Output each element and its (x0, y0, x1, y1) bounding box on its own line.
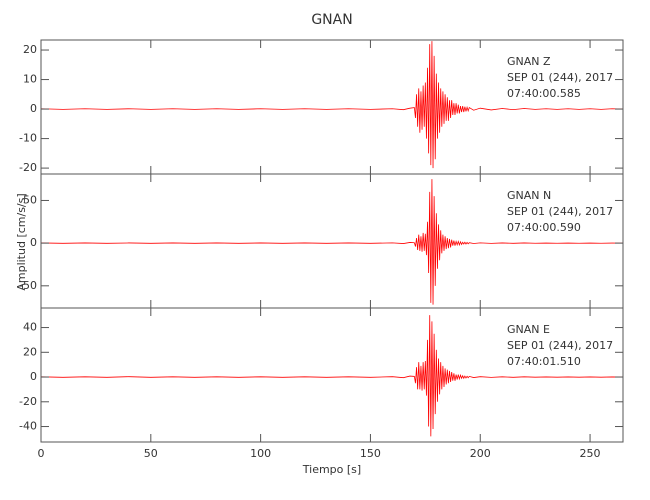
x-tick-label: 150 (360, 447, 381, 460)
annotation: GNAN Z (507, 55, 551, 68)
y-tick-label: 50 (23, 193, 37, 206)
x-tick-label: 50 (144, 447, 158, 460)
x-axis-label: Tiempo [s] (302, 463, 361, 476)
annotation: 07:40:01.510 (507, 355, 581, 368)
y-tick-label: 0 (30, 236, 37, 249)
y-tick-label: 20 (23, 43, 37, 56)
y-tick-label: 40 (23, 321, 37, 334)
trace (40, 41, 624, 169)
y-tick-label: -40 (19, 420, 37, 433)
annotation: GNAN N (507, 189, 551, 202)
y-tick-label: 20 (23, 345, 37, 358)
y-tick-label: -20 (19, 395, 37, 408)
trace (40, 315, 624, 437)
y-tick-label: -50 (19, 279, 37, 292)
panel-frame (40, 307, 624, 443)
trace (40, 179, 624, 305)
y-tick-label: 10 (23, 73, 37, 86)
annotation: SEP 01 (244), 2017 (507, 205, 613, 218)
y-tick-label: -10 (19, 132, 37, 145)
y-tick-label: -20 (19, 161, 37, 174)
annotation: SEP 01 (244), 2017 (507, 71, 613, 84)
chart-title: GNAN (311, 12, 352, 28)
x-tick-label: 100 (250, 447, 271, 460)
x-tick-label: 0 (38, 447, 45, 460)
x-tick-label: 250 (580, 447, 601, 460)
y-tick-label: 0 (30, 370, 37, 383)
y-axis-label: Amplitud [cm/s/s] (15, 193, 28, 290)
y-tick-label: 0 (30, 102, 37, 115)
x-tick-label: 200 (470, 447, 491, 460)
annotation: SEP 01 (244), 2017 (507, 339, 613, 352)
annotation: 07:40:00.585 (507, 87, 581, 100)
annotation: 07:40:00.590 (507, 221, 581, 234)
annotation: GNAN E (507, 323, 550, 336)
